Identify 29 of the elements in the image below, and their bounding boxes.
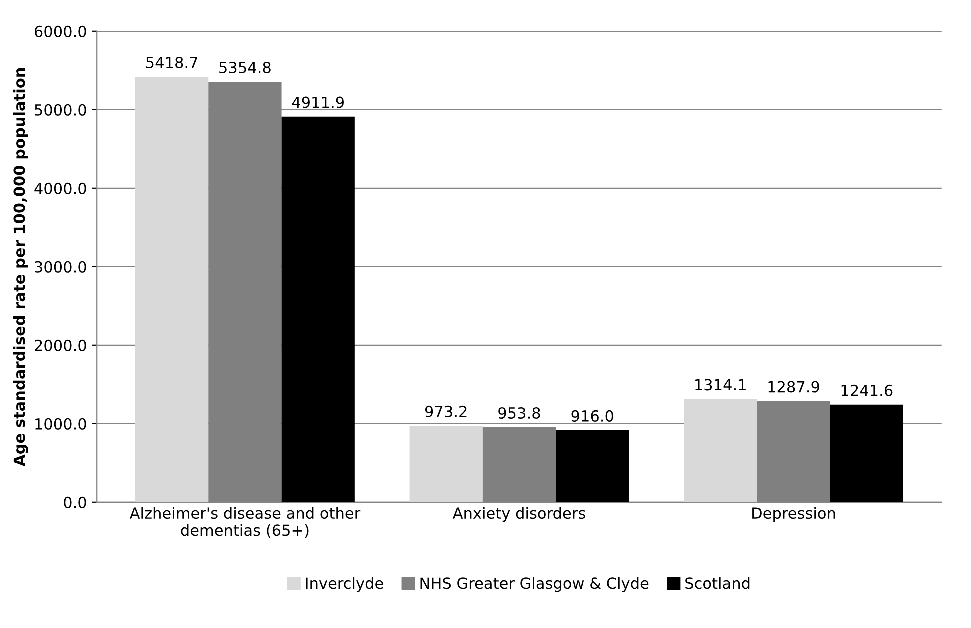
data-label: 1314.1 [696, 379, 746, 391]
y-tick-label: 3000.0 [35, 261, 86, 273]
y-tick-label: 4000.0 [34, 182, 86, 194]
data-label: 1287.9 [768, 381, 820, 393]
bar [684, 399, 758, 502]
legend-label: Inverclyde [306, 577, 384, 592]
y-tick-label: 2000.0 [35, 340, 86, 352]
bar [830, 404, 904, 502]
data-label: 916.0 [572, 410, 614, 422]
data-label: 1241.6 [842, 384, 893, 396]
y-tick-label: 5000.0 [35, 104, 86, 116]
data-label: 973.2 [425, 406, 467, 418]
data-label: 4911.9 [292, 96, 344, 108]
y-tick-label: 6000.0 [34, 26, 86, 38]
bar [556, 430, 630, 502]
x-tick-label: Depression [752, 507, 836, 522]
legend-label: NHS Greater Glasgow & Clyde [420, 577, 649, 592]
data-label: 5354.8 [220, 62, 271, 74]
bar [410, 426, 483, 502]
y-tick-label: 0.0 [64, 496, 86, 508]
data-label: 953.8 [498, 407, 540, 420]
legend-label: Scotland [686, 577, 750, 590]
data-label: 5418.7 [146, 56, 198, 69]
x-tick-label: Alzheimer's disease and other dementias (65+) [130, 507, 361, 538]
bar [136, 77, 209, 502]
x-tick-label: Anxiety disorders [452, 507, 586, 522]
bar [282, 116, 355, 502]
y-axis-title: Age standardised rate per 100,000 population [13, 68, 28, 466]
y-tick-label: 1000.0 [36, 418, 86, 430]
